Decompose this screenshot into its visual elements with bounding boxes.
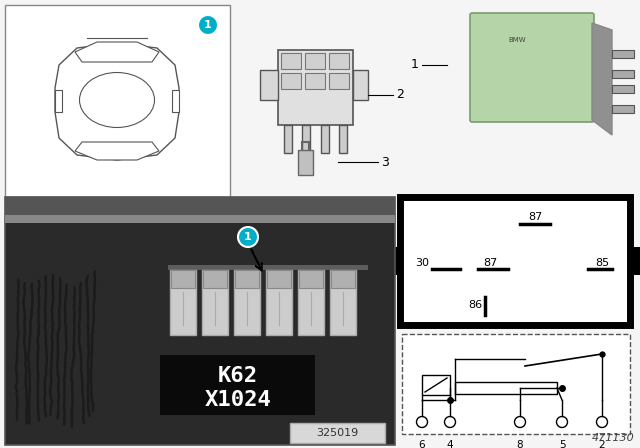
Bar xyxy=(168,265,368,270)
Bar xyxy=(266,270,292,335)
Bar xyxy=(330,270,356,335)
Polygon shape xyxy=(55,43,179,160)
Bar xyxy=(305,53,325,69)
Text: 471130: 471130 xyxy=(592,433,635,443)
Bar xyxy=(290,423,385,443)
Text: 30: 30 xyxy=(415,258,429,268)
Bar xyxy=(612,85,634,93)
Text: 1: 1 xyxy=(244,232,252,242)
Bar xyxy=(171,270,195,288)
Text: 325019: 325019 xyxy=(316,428,358,438)
Bar xyxy=(612,50,634,58)
Text: 87: 87 xyxy=(528,212,542,222)
FancyBboxPatch shape xyxy=(470,13,594,122)
Bar xyxy=(203,270,227,288)
Circle shape xyxy=(557,417,568,427)
Bar xyxy=(612,105,634,113)
Text: BMW: BMW xyxy=(508,37,526,43)
Text: K62
X1024: K62 X1024 xyxy=(205,366,271,409)
Polygon shape xyxy=(75,42,159,62)
Text: 1: 1 xyxy=(204,20,212,30)
Polygon shape xyxy=(75,142,159,160)
Bar xyxy=(267,270,291,288)
Text: 2: 2 xyxy=(598,440,605,448)
Bar xyxy=(202,270,228,335)
Bar xyxy=(400,197,630,325)
Bar xyxy=(299,270,323,288)
Text: 85: 85 xyxy=(595,258,609,268)
Circle shape xyxy=(515,417,525,427)
Bar xyxy=(160,355,315,415)
Circle shape xyxy=(238,227,258,247)
Bar xyxy=(329,73,349,89)
Bar xyxy=(612,70,634,78)
Bar xyxy=(234,270,260,335)
Bar xyxy=(284,125,292,153)
Circle shape xyxy=(445,417,456,427)
Text: 1: 1 xyxy=(411,59,419,72)
Polygon shape xyxy=(172,90,179,112)
Text: 6: 6 xyxy=(419,440,426,448)
Bar xyxy=(298,150,313,175)
Bar xyxy=(331,270,355,288)
Bar xyxy=(260,70,278,100)
Bar xyxy=(170,270,196,335)
Bar xyxy=(5,197,395,445)
Bar xyxy=(630,247,640,275)
Bar xyxy=(5,5,230,197)
Bar xyxy=(302,125,310,153)
Text: 2: 2 xyxy=(396,89,404,102)
Bar xyxy=(422,375,450,395)
Bar xyxy=(5,197,395,215)
Circle shape xyxy=(596,417,607,427)
Bar xyxy=(5,215,395,223)
Bar xyxy=(329,53,349,69)
Bar xyxy=(455,382,557,394)
Circle shape xyxy=(198,15,218,35)
Text: 8: 8 xyxy=(516,440,524,448)
Bar xyxy=(353,70,368,100)
Bar xyxy=(305,73,325,89)
Text: 87: 87 xyxy=(483,258,497,268)
Bar xyxy=(281,53,301,69)
Polygon shape xyxy=(55,90,62,112)
Bar xyxy=(402,334,630,434)
Bar xyxy=(385,247,400,275)
Bar xyxy=(339,125,347,153)
Bar xyxy=(281,73,301,89)
Text: 3: 3 xyxy=(381,155,389,168)
Bar xyxy=(298,270,324,335)
Circle shape xyxy=(417,417,428,427)
Text: 5: 5 xyxy=(559,440,565,448)
Ellipse shape xyxy=(79,73,154,128)
Bar xyxy=(278,50,353,125)
Bar xyxy=(321,125,329,153)
Bar xyxy=(235,270,259,288)
Text: 4: 4 xyxy=(447,440,453,448)
Text: 86: 86 xyxy=(468,300,482,310)
Polygon shape xyxy=(592,23,612,135)
